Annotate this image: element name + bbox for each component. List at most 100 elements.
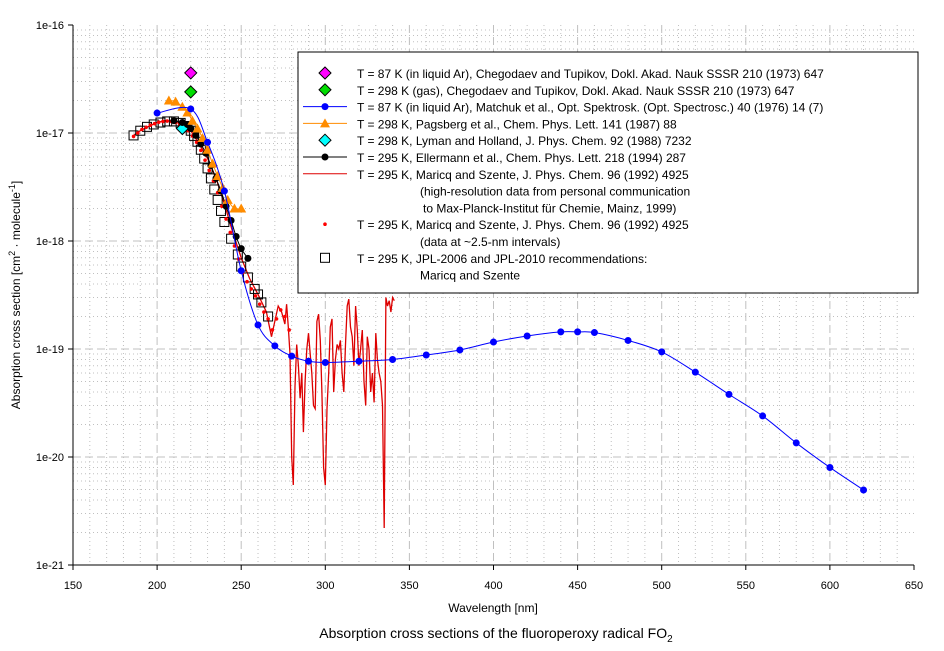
x-tick-label: 250 xyxy=(232,580,250,592)
data-point-jpl xyxy=(263,311,274,322)
data-point-maricq-2.5nm xyxy=(224,217,228,221)
data-point-ellermann xyxy=(244,254,252,262)
data-point-maricq-2.5nm xyxy=(253,294,258,298)
data-point-matchuk xyxy=(304,357,312,365)
data-point-maricq-2.5nm xyxy=(131,134,136,139)
legend-label: T = 295 K, Maricq and Szente, J. Phys. C… xyxy=(357,218,689,232)
y-tick-label: 1e-16 xyxy=(36,20,64,32)
data-point-maricq-2.5nm xyxy=(283,314,287,319)
data-point-matchuk xyxy=(271,342,279,350)
x-tick-label: 450 xyxy=(568,580,586,592)
legend-entry-chegodaev-298k: T = 298 K (gas), Chegodaev and Tupikov, … xyxy=(318,83,795,98)
data-point-matchuk xyxy=(557,328,565,336)
y-axis-title-pre: Absorption cross section [cm xyxy=(9,256,23,409)
data-point-matchuk xyxy=(523,332,531,340)
data-point-maricq-2.5nm xyxy=(245,279,249,284)
legend-entry-ellermann: T = 295 K, Ellermann et al., Chem. Phys.… xyxy=(303,151,686,165)
series-maricq-highres xyxy=(133,120,395,529)
data-point-ellermann xyxy=(237,245,245,253)
data-point-ellermann xyxy=(192,131,200,139)
data-point-maricq-2.5nm xyxy=(161,119,165,124)
x-tick-label: 550 xyxy=(737,580,755,592)
x-axis-title: Wavelength [nm] xyxy=(448,601,538,615)
y-axis-title-post: ] xyxy=(9,181,23,184)
series-line-maricq-highres xyxy=(133,120,395,529)
data-point-chegodaev-298k xyxy=(184,85,198,99)
data-point-pagsberg xyxy=(177,101,188,111)
data-point-matchuk xyxy=(490,338,497,346)
y-ticks: 1e-16 1e-17 1e-18 1e-19 1e-20 1e-21 xyxy=(36,20,73,572)
data-point-matchuk xyxy=(725,390,733,398)
series-ellermann xyxy=(170,117,252,262)
data-point-pagsberg xyxy=(202,144,213,154)
legend-entry-lyman: T = 298 K, Lyman and Holland, J. Phys. C… xyxy=(318,133,692,148)
data-point-maricq-2.5nm xyxy=(274,317,279,321)
legend-label: T = 298 K, Pagsberg et al., Chem. Phys. … xyxy=(357,117,677,131)
legend-label: T = 295 K, JPL-2006 and JPL-2010 recomme… xyxy=(357,252,647,266)
x-tick-label: 400 xyxy=(484,580,502,592)
y-axis-title-mid: · molecule xyxy=(9,192,23,251)
legend-marker-diamond-icon xyxy=(318,83,332,97)
series-chegodaev-298k xyxy=(184,85,198,99)
legend: T = 87 K (in liquid Ar), Chegodaev and T… xyxy=(297,51,919,294)
data-point-jpl xyxy=(142,121,153,132)
x-ticks: 150 200 250 300 350 400 450 500 550 600 650 xyxy=(64,565,923,592)
y-tick-label: 1e-21 xyxy=(36,560,64,572)
legend-entry-jpl: T = 295 K, JPL-2006 and JPL-2010 recomme… xyxy=(320,252,647,283)
data-point-matchuk xyxy=(792,439,800,447)
data-point-matchuk xyxy=(389,355,397,363)
data-point-matchuk xyxy=(574,328,582,336)
legend-marker-circle-icon xyxy=(321,103,329,111)
data-point-maricq-2.5nm xyxy=(266,317,270,321)
series-chegodaev-87k xyxy=(184,66,198,80)
data-point-matchuk xyxy=(826,463,834,471)
data-point-jpl xyxy=(135,125,146,136)
data-point-pagsberg xyxy=(236,203,247,213)
data-point-maricq-2.5nm xyxy=(203,158,207,162)
data-point-matchuk xyxy=(321,358,329,366)
data-point-maricq-2.5nm xyxy=(287,328,291,332)
legend-label: T = 295 K, Ellermann et al., Chem. Phys.… xyxy=(357,151,686,165)
legend-label: T = 298 K, Lyman and Holland, J. Phys. C… xyxy=(357,134,692,148)
data-point-matchuk xyxy=(254,321,262,329)
x-tick-label: 150 xyxy=(64,580,82,592)
x-tick-label: 650 xyxy=(905,580,923,592)
legend-marker-triangle-icon xyxy=(320,118,330,128)
legend-entry-maricq-highres: T = 295 K, Maricq and Szente, J. Phys. C… xyxy=(303,168,690,215)
chart-title: Absorption cross sections of the fluorop… xyxy=(319,625,673,645)
data-point-maricq-2.5nm xyxy=(262,310,266,314)
data-point-pagsberg xyxy=(207,158,218,168)
data-point-maricq-2.5nm xyxy=(257,302,262,306)
data-point-pagsberg xyxy=(197,132,208,142)
data-point-matchuk xyxy=(590,329,598,337)
data-point-matchuk xyxy=(759,412,767,420)
y-axis-title-sup2: -1 xyxy=(7,184,17,192)
data-point-maricq-2.5nm xyxy=(228,230,233,235)
legend-label: T = 87 K (in liquid Ar), Chegodaev and T… xyxy=(357,67,824,81)
data-point-maricq-2.5nm xyxy=(207,168,212,173)
legend-marker-diamond-icon xyxy=(318,133,332,147)
legend-label: (data at ~2.5-nm intervals) xyxy=(420,235,560,249)
legend-label: to Max-Planck-Institut für Chemie, Mainz… xyxy=(423,201,676,215)
data-point-matchuk xyxy=(237,267,245,275)
y-tick-label: 1e-19 xyxy=(36,344,64,356)
data-point-matchuk xyxy=(288,352,296,360)
x-tick-label: 200 xyxy=(148,580,166,592)
legend-entry-pagsberg: T = 298 K, Pagsberg et al., Chem. Phys. … xyxy=(303,117,677,131)
legend-entry-matchuk: T = 87 K (in liquid Ar), Matchuk et al.,… xyxy=(303,101,823,115)
data-point-matchuk xyxy=(355,357,363,365)
data-point-ellermann xyxy=(170,117,178,125)
data-point-matchuk xyxy=(187,105,195,113)
data-point-pagsberg xyxy=(192,123,203,133)
data-point-maricq-2.5nm xyxy=(278,308,283,312)
legend-label: Maricq and Szente xyxy=(420,269,520,283)
data-point-chegodaev-87k xyxy=(184,66,198,80)
data-point-maricq-2.5nm xyxy=(144,125,148,130)
legend-marker-square-icon xyxy=(320,252,330,263)
data-point-ellermann xyxy=(187,125,195,133)
data-point-maricq-2.5nm xyxy=(135,131,140,135)
data-point-pagsberg xyxy=(229,203,240,213)
y-axis-title-sup1: 2 xyxy=(7,251,17,256)
data-point-ellermann xyxy=(197,140,205,148)
y-tick-label: 1e-17 xyxy=(36,128,64,140)
